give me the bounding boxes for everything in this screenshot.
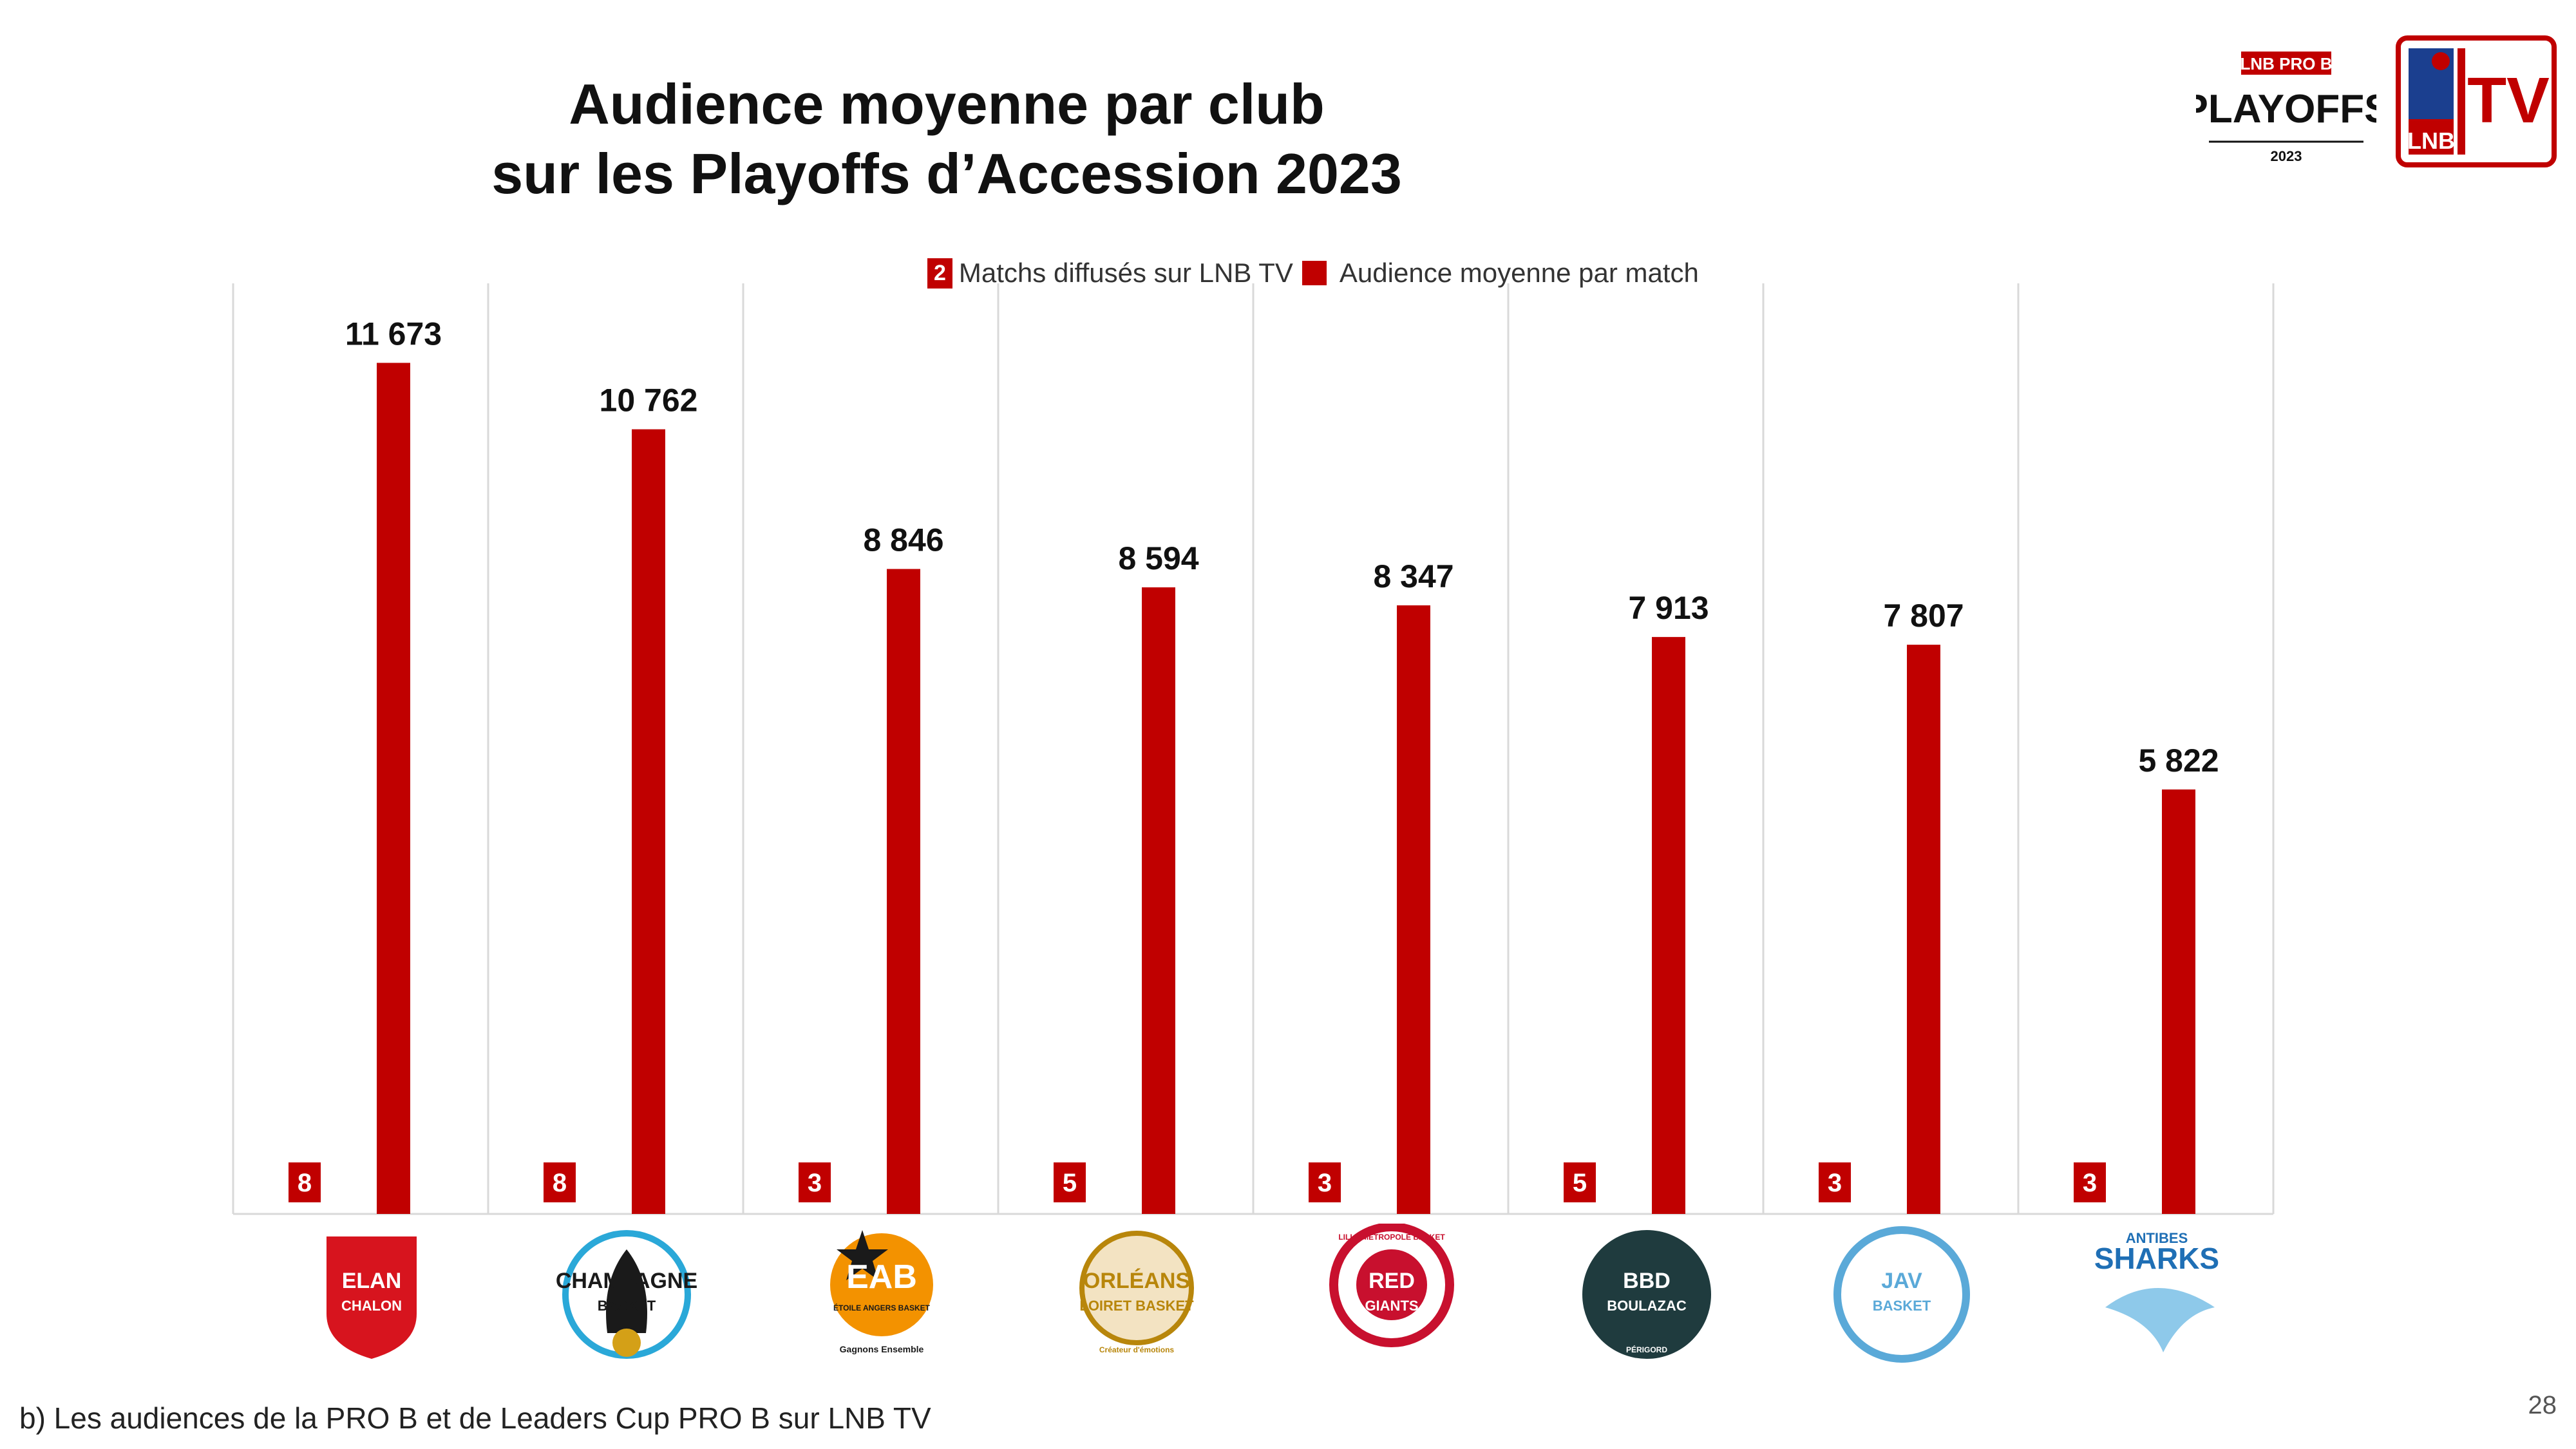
bar-value-label: 10 762 xyxy=(600,383,698,419)
club-logo-graphic: JAV BASKET xyxy=(1833,1226,1970,1363)
star-icon xyxy=(837,1230,888,1280)
audience-bar xyxy=(1652,637,1685,1214)
club-logo-text: ÉTOILE ANGERS BASKET xyxy=(833,1303,931,1312)
audience-bar xyxy=(1142,587,1175,1214)
playoffs-main-text: PLAYOFFS xyxy=(2196,87,2376,131)
matches-badge xyxy=(544,1162,576,1202)
club-logo-text: CHAMPAGNE xyxy=(556,1269,697,1293)
legend-matches-badge: 2 xyxy=(927,258,952,289)
bar-value-label: 7 913 xyxy=(1628,590,1709,626)
page-number: 28 xyxy=(2528,1391,2557,1419)
lille-red-giants-logo: RED GIANTS LILLE MÉTROPOLE BASKET xyxy=(1321,1224,1463,1365)
club-logo-text: ELAN xyxy=(342,1269,402,1293)
club-logo-text: BOULAZAC xyxy=(1607,1298,1687,1314)
logo-disc xyxy=(1582,1230,1711,1359)
matches-badge xyxy=(799,1162,831,1202)
ball-icon xyxy=(612,1329,641,1357)
matches-count-label: 3 xyxy=(2083,1169,2097,1197)
club-logo-graphic: BBD BOULAZAC PÉRIGORD xyxy=(1582,1230,1711,1359)
matches-count-label: 3 xyxy=(808,1169,822,1197)
club-logo-graphic: RED GIANTS LILLE MÉTROPOLE BASKET xyxy=(1329,1224,1454,1347)
legend-matches-label: Matchs diffusés sur LNB TV xyxy=(958,258,1293,288)
orleans-loiret-basket-logo: ORLÉANS LOIRET BASKET Créateur d'émotions xyxy=(1066,1224,1208,1365)
club-logo-graphic: CHAMPAGNE BASKET xyxy=(556,1230,697,1359)
club-logo-text: Créateur d'émotions xyxy=(1099,1345,1175,1354)
legend-audience-label: Audience moyenne par match xyxy=(1339,258,1699,288)
legend-audience-swatch xyxy=(1302,261,1327,285)
shield-shape xyxy=(327,1236,417,1359)
club-logo-text: Gagnons Ensemble xyxy=(840,1344,924,1354)
audience-bar xyxy=(377,363,410,1214)
club-logo-graphic: ORLÉANS LOIRET BASKET Créateur d'émotions xyxy=(1079,1231,1194,1354)
logo-disc xyxy=(1079,1231,1194,1345)
title-line-2: sur les Playoffs d’Accession 2023 xyxy=(491,142,1402,205)
club-logo-text: PÉRIGORD xyxy=(1626,1345,1667,1354)
club-logo-text: EAB xyxy=(846,1258,917,1296)
club-logo-text: CHALON xyxy=(341,1298,402,1314)
audience-bar xyxy=(2162,789,2195,1214)
footer-caption: b) Les audiences de la PRO B et de Leade… xyxy=(19,1401,931,1435)
club-logo-text: BBD xyxy=(1623,1269,1671,1293)
matches-badge xyxy=(289,1162,321,1202)
champagne-basket-logo: CHAMPAGNE BASKET xyxy=(556,1224,697,1365)
bbd-logo: BBD BOULAZAC PÉRIGORD xyxy=(1576,1224,1718,1365)
bar-value-label: 8 347 xyxy=(1373,558,1454,594)
elan-chalon-logo: ELAN CHALON xyxy=(301,1224,442,1365)
tv-text: TV xyxy=(2467,64,2550,137)
matches-count-label: 5 xyxy=(1573,1169,1587,1197)
audience-bar xyxy=(632,429,665,1214)
matches-count-label: 3 xyxy=(1828,1169,1842,1197)
eab-logo: EAB ÉTOILE ANGERS BASKET Gagnons Ensemble xyxy=(811,1224,952,1365)
matches-badge xyxy=(1309,1162,1341,1202)
matches-count-label: 8 xyxy=(553,1169,567,1197)
lnb-text: LNB xyxy=(2407,128,2455,154)
audience-bar xyxy=(887,569,920,1214)
bar-value-label: 8 594 xyxy=(1118,540,1198,576)
figure-icon xyxy=(606,1249,647,1333)
chart-title: Audience moyenne par club sur les Playof… xyxy=(0,70,1893,209)
antibes-sharks-logo: SHARKS ANTIBES xyxy=(2086,1224,2228,1365)
matches-badge xyxy=(2074,1162,2106,1202)
matches-count-label: 5 xyxy=(1063,1169,1077,1197)
pro-b-playoffs-logo: LNB PRO B PLAYOFFS 2023 xyxy=(2196,52,2376,164)
matches-badge xyxy=(1819,1162,1851,1202)
bar-value-label: 5 822 xyxy=(2138,743,2219,779)
audience-bar xyxy=(1397,605,1430,1214)
logo-disc xyxy=(1833,1226,1970,1363)
club-logo-text: BASKET xyxy=(1873,1298,1931,1314)
club-logo-text: SHARKS xyxy=(2094,1242,2219,1275)
playoffs-year-text: 2023 xyxy=(2271,148,2302,164)
shark-icon xyxy=(2105,1288,2215,1352)
bar-value-label: 11 673 xyxy=(345,316,442,352)
audience-bar xyxy=(1907,645,1940,1214)
lnb-tv-logo: LNB TV xyxy=(2396,35,2557,167)
club-logo-text: LILLE MÉTROPOLE BASKET xyxy=(1338,1232,1445,1242)
fist-icon xyxy=(1356,1249,1427,1320)
club-logo-text: BASKET xyxy=(598,1298,656,1314)
club-logo-text: RED xyxy=(1368,1269,1415,1293)
club-logo-text: GIANTS xyxy=(1365,1298,1418,1314)
basketball-icon xyxy=(2432,52,2450,70)
club-logo-graphic: ELAN CHALON xyxy=(327,1236,417,1359)
jav-basket-logo: JAV BASKET xyxy=(1831,1224,1973,1365)
matches-count-label: 3 xyxy=(1318,1169,1332,1197)
matches-badge xyxy=(1054,1162,1086,1202)
club-logo-text: ORLÉANS xyxy=(1083,1269,1190,1293)
bar-value-label: 8 846 xyxy=(863,522,943,558)
title-line-1: Audience moyenne par club xyxy=(569,72,1325,136)
chart-legend: 2 Matchs diffusés sur LNB TV Audience mo… xyxy=(927,258,1699,289)
club-logo-text: LOIRET BASKET xyxy=(1079,1298,1194,1314)
matches-badge xyxy=(1564,1162,1596,1202)
playoffs-top-text: LNB PRO B xyxy=(2240,54,2333,73)
club-logo-text: JAV xyxy=(1881,1269,1922,1293)
bar-value-label: 7 807 xyxy=(1883,598,1964,634)
matches-count-label: 8 xyxy=(298,1169,312,1197)
club-logo-text: ANTIBES xyxy=(2126,1230,2188,1246)
club-logo-graphic: EAB ÉTOILE ANGERS BASKET Gagnons Ensemble xyxy=(830,1230,933,1354)
